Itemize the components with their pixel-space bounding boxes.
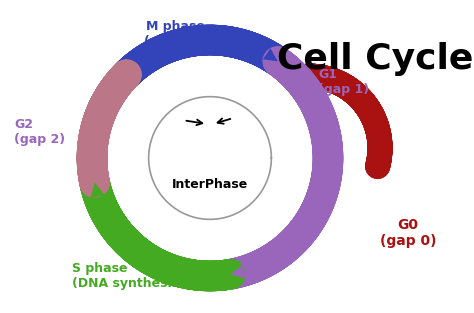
Text: Cell Cycle: Cell Cycle — [277, 42, 473, 76]
Text: G0
(gap 0): G0 (gap 0) — [380, 218, 436, 248]
Text: S phase
(DNA synthesis): S phase (DNA synthesis) — [72, 262, 185, 290]
Text: M phase
(mitosis): M phase (mitosis) — [144, 20, 206, 48]
Text: G1
(gap 1): G1 (gap 1) — [318, 68, 369, 96]
Text: G2
(gap 2): G2 (gap 2) — [14, 118, 65, 146]
Text: InterPhase: InterPhase — [172, 178, 248, 192]
